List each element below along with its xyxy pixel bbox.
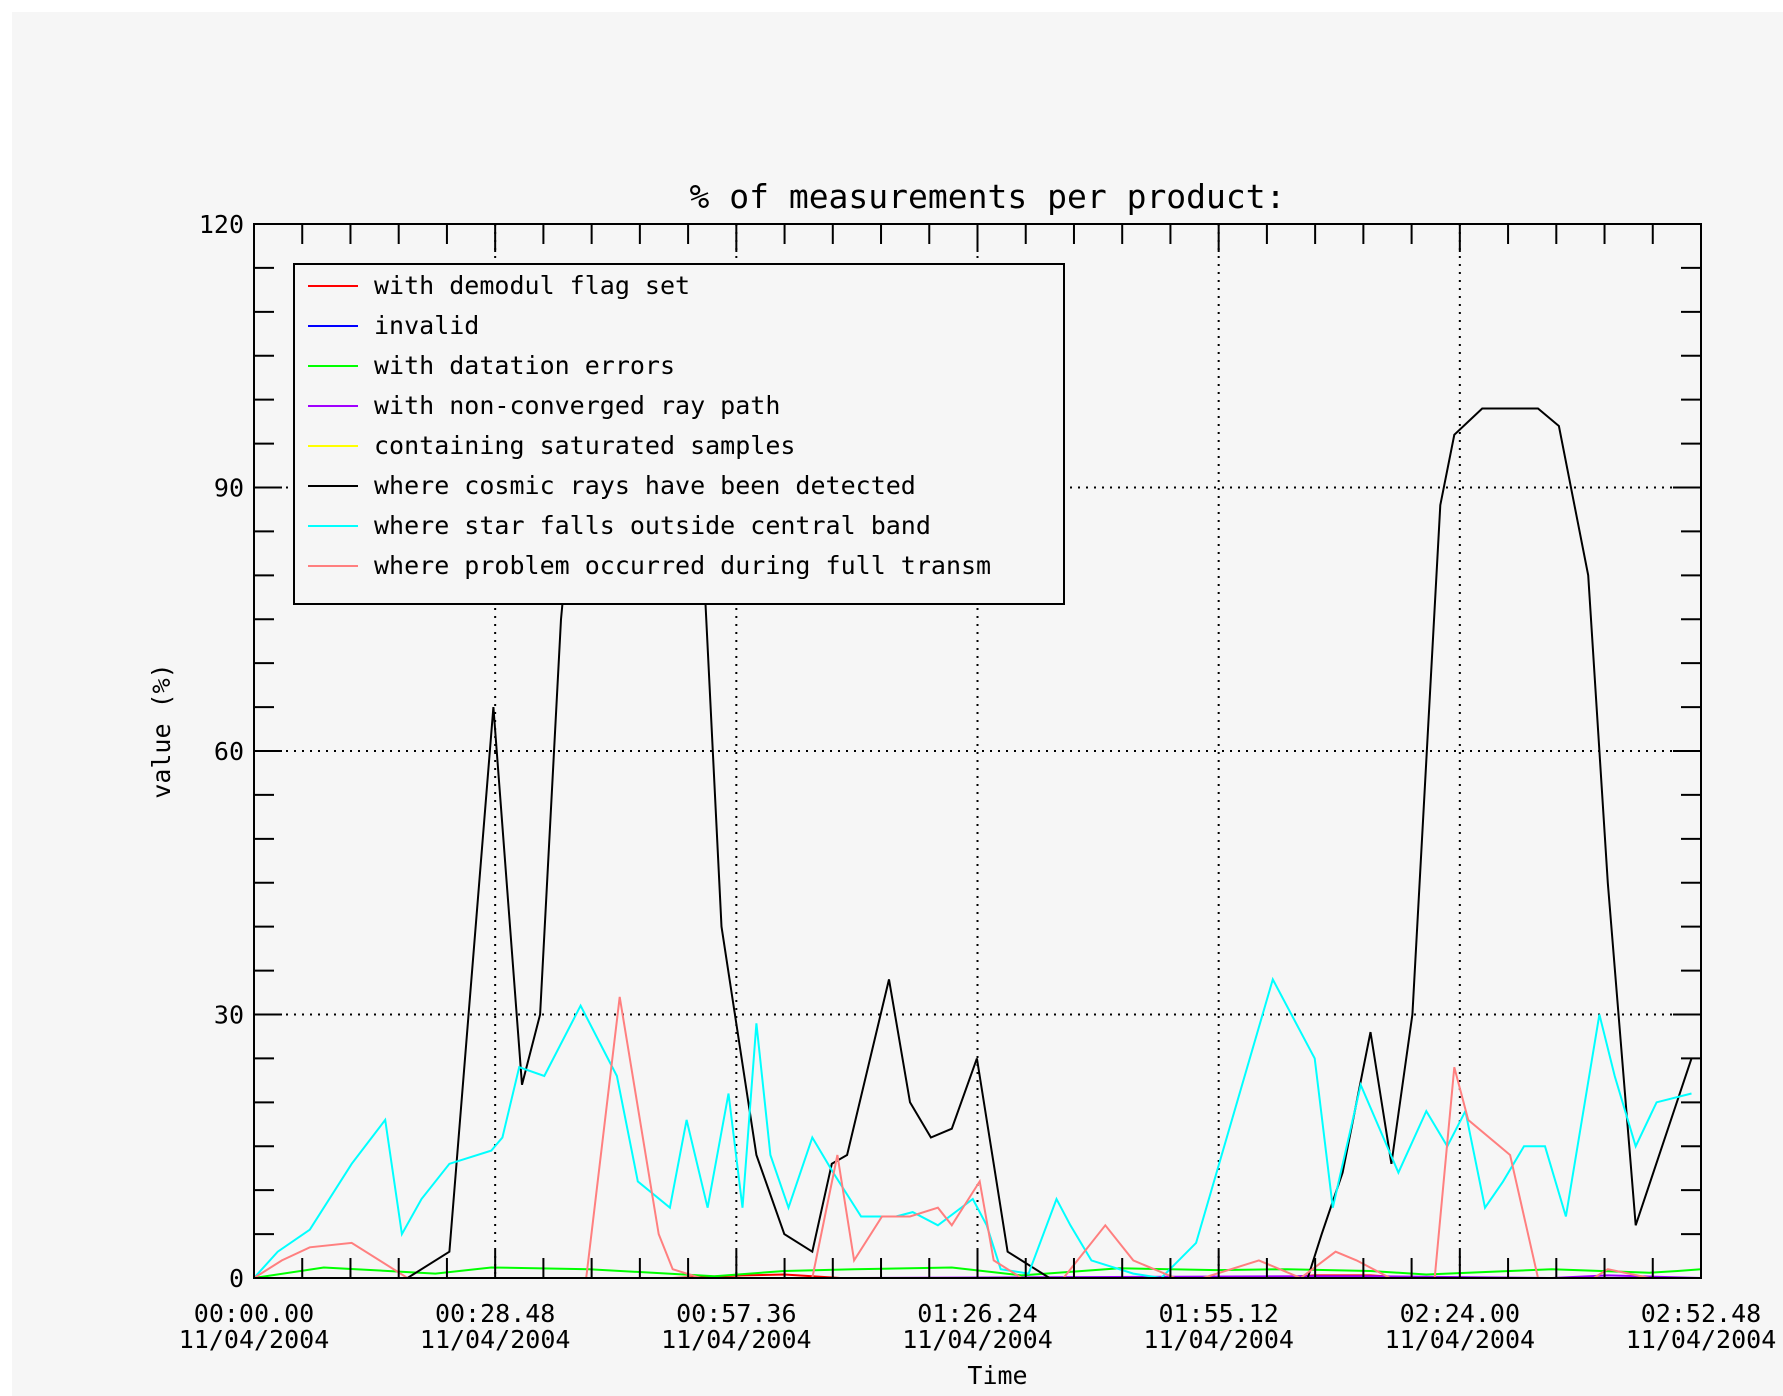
chart-title: % of measurements per product: xyxy=(689,177,1285,216)
x-axis: 00:00.0011/04/200400:28.4811/04/200400:5… xyxy=(179,224,1777,1354)
x-tick-label-date: 11/04/2004 xyxy=(179,1325,330,1354)
x-tick-label-date: 11/04/2004 xyxy=(420,1325,571,1354)
y-axis-title: value (%) xyxy=(147,663,176,798)
series-line-7 xyxy=(253,976,1692,1280)
x-tick-label-time: 02:52.48 xyxy=(1641,1299,1761,1328)
legend-label: invalid xyxy=(374,311,479,340)
x-tick-label-time: 00:00.00 xyxy=(194,1299,314,1328)
legend-label: with demodul flag set xyxy=(374,271,690,300)
x-tick-label-time: 00:28.48 xyxy=(435,1299,555,1328)
x-tick-label-time: 01:26.24 xyxy=(917,1299,1037,1328)
x-tick-label-time: 00:57.36 xyxy=(676,1299,796,1328)
legend-box xyxy=(293,263,1065,605)
x-tick-label-date: 11/04/2004 xyxy=(902,1325,1053,1354)
y-tick-label: 30 xyxy=(214,1001,244,1030)
chart-canvas: % of measurements per product: value (%)… xyxy=(12,12,1783,1396)
x-tick-label-date: 11/04/2004 xyxy=(1626,1325,1777,1354)
legend: with demodul flag set invalid with datatio… xyxy=(293,263,1065,605)
chart-svg: % of measurements per product: value (%)… xyxy=(147,177,1777,1390)
series-line-8 xyxy=(253,996,1650,1280)
y-tick-label: 60 xyxy=(214,737,244,766)
y-tick-label: 0 xyxy=(229,1264,244,1293)
legend-label: with non-converged ray path xyxy=(374,391,780,420)
series-line-3 xyxy=(253,1266,1702,1279)
legend-label: where problem occurred during full trans… xyxy=(374,551,991,580)
x-axis-title: Time xyxy=(967,1361,1027,1390)
legend-label: containing saturated samples xyxy=(374,431,795,460)
x-tick-label-time: 02:24.00 xyxy=(1400,1299,1520,1328)
x-tick-label-date: 11/04/2004 xyxy=(661,1325,812,1354)
legend-label: where cosmic rays have been detected xyxy=(374,471,916,500)
y-tick-label: 120 xyxy=(199,210,244,239)
x-tick-label-date: 11/04/2004 xyxy=(1143,1325,1294,1354)
y-tick-label: 90 xyxy=(214,474,244,503)
legend-label: where star falls outside central band xyxy=(374,511,931,540)
x-tick-label-date: 11/04/2004 xyxy=(1385,1325,1536,1354)
legend-label: with datation errors xyxy=(374,351,675,380)
x-tick-label-time: 01:55.12 xyxy=(1158,1299,1278,1328)
y-axis: 0 30 60 90 120 xyxy=(199,210,1701,1293)
